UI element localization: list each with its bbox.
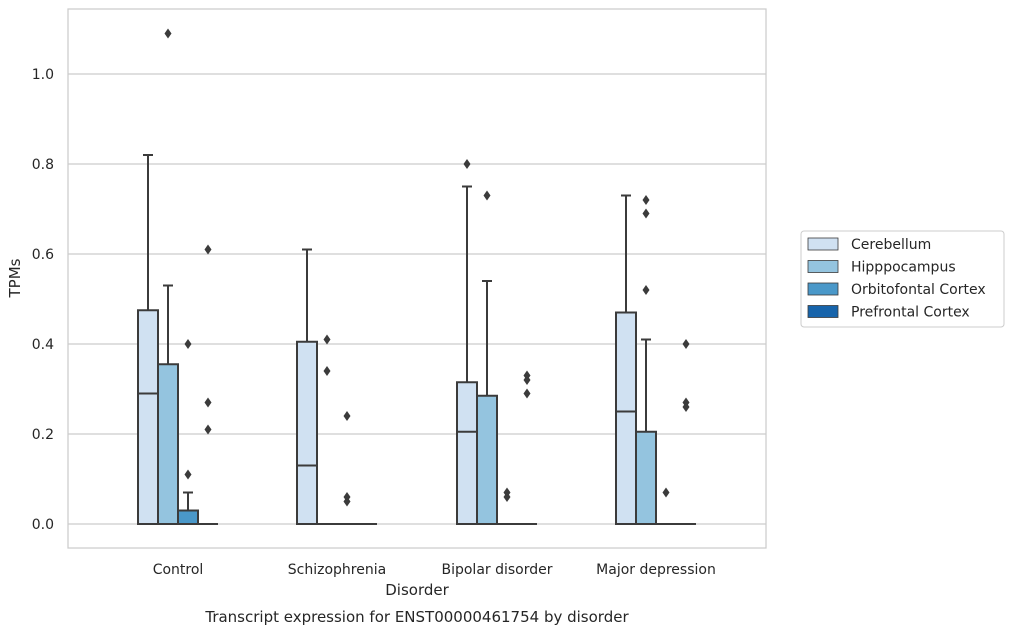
y-tick-label: 1.0 [32,67,54,83]
legend-swatch [807,237,839,251]
outlier-marker [204,424,212,435]
legend-label: Cerebellum [851,237,931,253]
y-tick-label: 0.4 [32,337,54,353]
outlier-marker [662,487,670,498]
outlier-marker [323,334,331,345]
box-0-2 [456,185,478,525]
outlier-marker [204,244,212,255]
box-body [177,509,199,525]
x-tick-labels: Control Schizophrenia Bipolar disorder Majo… [153,562,716,578]
box-body [476,394,498,525]
legend-swatch [807,305,839,318]
x-tick-label: Control [153,562,204,578]
box-2-0 [177,491,199,525]
legend-swatch [807,282,839,296]
outlier-marker [523,375,531,385]
box-body [615,311,637,525]
box-0-3 [615,194,637,525]
outliers [164,28,690,507]
x-axis-title: Disorder [385,581,449,599]
y-tick-label: 0.8 [32,157,54,173]
box-1-2 [476,280,498,525]
chart-caption: Transcript expression for ENST0000046175… [204,608,629,626]
y-tick-label: 0.2 [32,427,54,443]
box-body [296,340,318,525]
x-tick-label: Bipolar disorder [441,562,552,578]
outlier-marker [184,339,192,349]
box-body [157,363,179,525]
outlier-marker [682,402,690,412]
y-axis-title: TPMs [6,258,24,298]
outlier-marker [343,496,351,507]
legend-label: Hipppocampus [851,260,956,276]
x-tick-label: Major depression [596,562,716,578]
boxes [137,154,696,525]
outlier-marker [483,190,491,201]
outlier-marker [184,469,192,480]
box-0-1 [296,248,318,525]
outlier-marker [164,28,172,39]
outlier-marker [323,366,331,376]
outlier-marker [682,339,690,349]
outlier-marker [642,208,650,219]
box-0-0 [137,154,159,525]
x-tick-label: Schizophrenia [288,562,386,578]
legend-label: Orbitofontal Cortex [851,282,986,298]
legend-frame [800,230,1005,328]
box-body [635,430,657,525]
outlier-marker [642,285,650,295]
box-body [137,309,159,525]
outlier-marker [523,388,531,399]
legend-label: Prefrontal Cortex [851,305,970,321]
y-tick-label: 0.6 [32,247,54,263]
legend: Cerebellum Hipppocampus Orbitofontal Corte… [800,230,1005,328]
outlier-marker [463,159,471,169]
outlier-marker [503,492,511,502]
plot-area [67,8,767,549]
legend-swatch [807,260,839,273]
y-tick-label: 0.0 [32,517,54,533]
box-body [456,381,478,525]
outlier-marker [642,195,650,205]
y-tick-labels: 0.0 0.2 0.4 0.6 0.8 1.0 [32,67,54,533]
box-1-3 [635,338,657,525]
outlier-marker [343,411,351,421]
outlier-marker [204,397,212,408]
box-1-0 [157,284,179,525]
